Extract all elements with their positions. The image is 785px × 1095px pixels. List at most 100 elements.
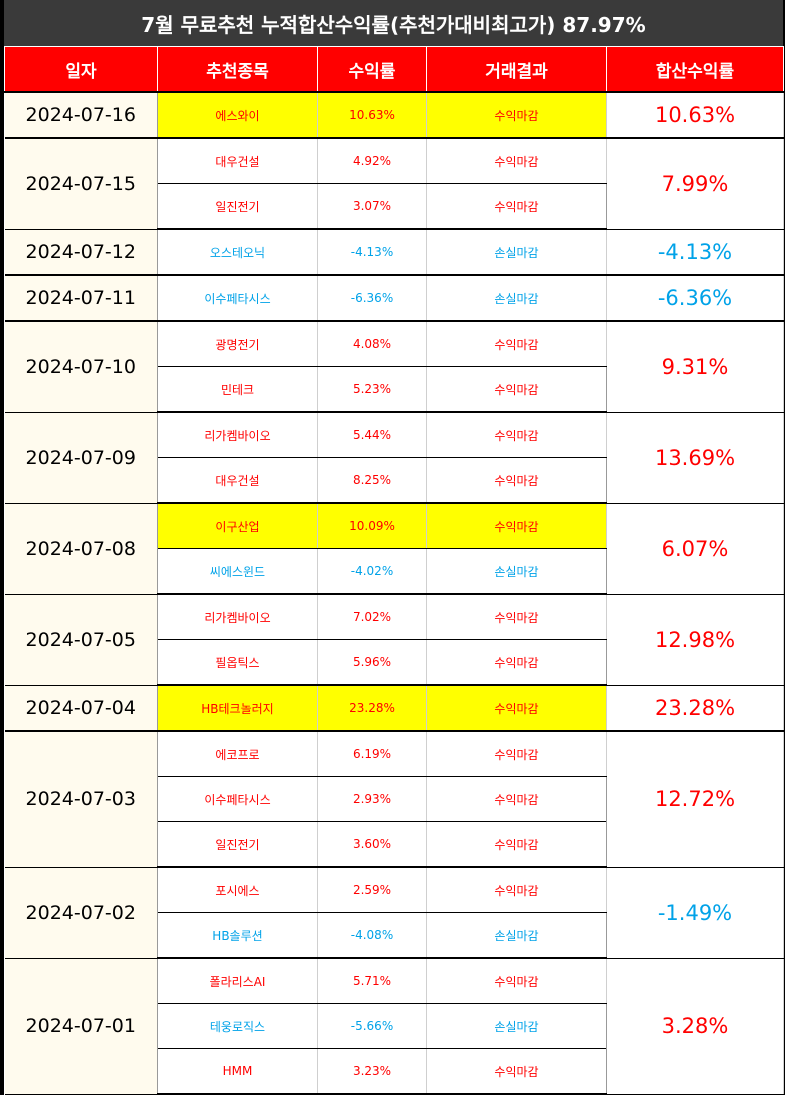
total-rate-cell: 12.72%: [606, 731, 784, 868]
stock-name: 필옵틱스: [157, 639, 318, 686]
total-rate-cell: 13.69%: [606, 412, 784, 504]
date-cell: 2024-07-10: [4, 321, 158, 413]
stock-name: 일진전기: [157, 821, 318, 868]
trade-result: 손실마감: [426, 548, 607, 595]
date-cell: 2024-07-09: [4, 412, 158, 504]
stock-rate: -5.66%: [317, 1003, 427, 1049]
stock-name: 에스와이: [157, 92, 318, 139]
trade-result: 손실마감: [426, 1003, 607, 1049]
trade-result: 수익마감: [426, 776, 607, 822]
table-row: 일진전기 3.07% 수익마감: [5, 183, 784, 230]
date-cell: 2024-07-02: [4, 867, 158, 959]
stock-name: 광명전기: [157, 321, 318, 367]
trade-result: 수익마감: [426, 594, 607, 640]
table-row: 2024-07-15 대우건설 4.92% 수익마감 7.99%: [4, 138, 784, 230]
stock-rate: -6.36%: [317, 275, 427, 322]
table-row: 2024-07-05 리가켐바이오 7.02% 수익마감 12.98%: [4, 594, 784, 686]
table-row: 2024-07-03 에코프로 6.19% 수익마감 12.72%: [4, 731, 784, 868]
table-row: 2024-07-08 이구산업 10.09% 수익마감 6.07%: [4, 503, 784, 595]
table-row: 2024-07-04 HB테크놀러지 23.28% 수익마감 23.28%: [4, 685, 784, 732]
trade-result: 수익마감: [426, 183, 607, 230]
stock-name: 오스테오닉: [157, 229, 318, 276]
trade-result: 수익마감: [426, 138, 607, 184]
stock-name: 에코프로: [157, 731, 318, 777]
trade-result: 수익마감: [426, 503, 607, 549]
stock-rate: 3.60%: [317, 821, 427, 868]
table-row: 2024-07-16 에스와이 10.63% 수익마감 10.63%: [4, 92, 784, 139]
stock-rate: 4.08%: [317, 321, 427, 367]
stock-rate: 7.02%: [317, 594, 427, 640]
stock-name: 민테크: [157, 366, 318, 413]
total-rate-cell: 6.07%: [606, 503, 784, 595]
header-stock: 추천종목: [157, 46, 318, 93]
stock-rate: 4.92%: [317, 138, 427, 184]
trade-result: 수익마감: [426, 412, 607, 458]
trade-result: 수익마감: [426, 958, 607, 1004]
table-row: HB솔루션 -4.08% 손실마감: [5, 912, 784, 959]
stock-rate: 10.63%: [317, 92, 427, 139]
trade-result: 수익마감: [426, 366, 607, 413]
header-rate: 수익률: [317, 46, 427, 93]
stock-name: 폴라리스AI: [157, 958, 318, 1004]
stock-name: 리가켐바이오: [157, 594, 318, 640]
stock-name: 이구산업: [157, 503, 318, 549]
trade-result: 손실마감: [426, 229, 607, 276]
stock-name: 일진전기: [157, 183, 318, 230]
table-row: 2024-07-09 리가켐바이오 5.44% 수익마감 13.69%: [4, 412, 784, 504]
date-cell: 2024-07-05: [4, 594, 158, 686]
total-rate-cell: 9.31%: [606, 321, 784, 413]
table-row: 2024-07-11 이수페타시스 -6.36% 손실마감 -6.36%: [4, 275, 784, 322]
stock-name: 이수페타시스: [157, 275, 318, 322]
stock-name: 포시에스: [157, 867, 318, 913]
stock-rate: 6.19%: [317, 731, 427, 777]
table-row: 필옵틱스 5.96% 수익마감: [5, 639, 784, 686]
stock-rate: 5.96%: [317, 639, 427, 686]
trade-result: 수익마감: [426, 685, 607, 732]
total-rate-cell: 3.28%: [606, 958, 784, 1095]
stock-rate: 10.09%: [317, 503, 427, 549]
table-row: 민테크 5.23% 수익마감: [5, 366, 784, 413]
stock-rate: 5.71%: [317, 958, 427, 1004]
stock-name: 대우건설: [157, 457, 318, 504]
date-cell: 2024-07-08: [4, 503, 158, 595]
table-row: 대우건설 8.25% 수익마감: [5, 457, 784, 504]
stock-name: 이수페타시스: [157, 776, 318, 822]
page-title: 7월 무료추천 누적합산수익률(추천가대비최고가) 87.97%: [4, 0, 783, 46]
trade-result: 손실마감: [426, 275, 607, 322]
stock-name: 리가켐바이오: [157, 412, 318, 458]
stock-name: 씨에스윈드: [157, 548, 318, 595]
date-cell: 2024-07-12: [4, 229, 158, 276]
stock-name: HMM: [157, 1048, 318, 1095]
stock-name: 대우건설: [157, 138, 318, 184]
total-rate-cell: -6.36%: [606, 275, 784, 322]
trade-result: 수익마감: [426, 731, 607, 777]
stock-rate: 23.28%: [317, 685, 427, 732]
stock-rate: 2.59%: [317, 867, 427, 913]
table-row: 2024-07-10 광명전기 4.08% 수익마감 9.31%: [4, 321, 784, 413]
stock-rate: -4.02%: [317, 548, 427, 595]
total-rate-cell: 10.63%: [606, 92, 784, 139]
total-rate-cell: 7.99%: [606, 138, 784, 230]
header-date: 일자: [4, 46, 158, 93]
trade-result: 손실마감: [426, 912, 607, 959]
stock-name: 테웅로직스: [157, 1003, 318, 1049]
date-cell: 2024-07-03: [4, 731, 158, 868]
total-rate-cell: 23.28%: [606, 685, 784, 732]
stock-name: HB솔루션: [157, 912, 318, 959]
header-result: 거래결과: [426, 46, 607, 93]
table-header-row: 일자 추천종목 수익률 거래결과 합산수익률: [4, 46, 784, 93]
stock-rate: 3.07%: [317, 183, 427, 230]
stock-rate: 5.23%: [317, 366, 427, 413]
date-cell: 2024-07-16: [4, 92, 158, 139]
table-row: 씨에스윈드 -4.02% 손실마감: [5, 548, 784, 595]
stock-rate: 2.93%: [317, 776, 427, 822]
stock-rate: -4.13%: [317, 229, 427, 276]
date-cell: 2024-07-11: [4, 275, 158, 322]
table-row: 2024-07-01 폴라리스AI 5.71% 수익마감 3.28%: [4, 958, 784, 1095]
table-row: 일진전기 3.60% 수익마감: [5, 821, 784, 868]
header-total: 합산수익률: [606, 46, 784, 93]
table-row: 2024-07-02 포시에스 2.59% 수익마감 -1.49%: [4, 867, 784, 959]
total-rate-cell: -4.13%: [606, 229, 784, 276]
table-row: 이수페타시스 2.93% 수익마감: [5, 776, 784, 822]
